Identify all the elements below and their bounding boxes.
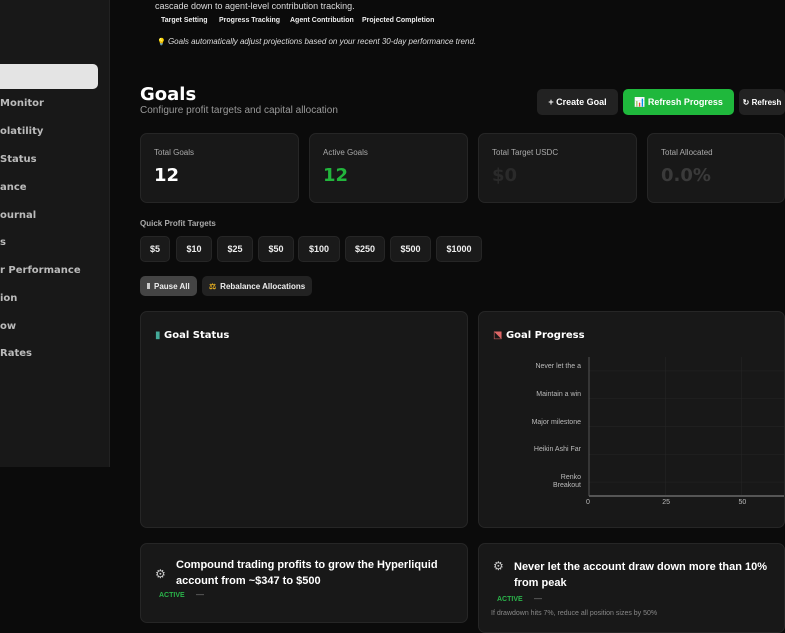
lightbulb-icon: 💡 xyxy=(157,39,166,46)
sidebar-item[interactable]: s xyxy=(0,237,6,248)
tip-text: 💡 Goals automatically adjust projections… xyxy=(157,37,476,46)
stat-card-total-target: Total Target USDC $0 xyxy=(478,133,637,203)
status-badge: ACTIVE xyxy=(159,592,185,599)
stat-value: 12 xyxy=(323,165,349,186)
gear-icon: ⚙ xyxy=(493,559,504,573)
x-tick-label: 25 xyxy=(662,499,671,506)
feature-chip: Agent Contribution xyxy=(290,17,354,24)
tip-label: Goals automatically adjust projections b… xyxy=(167,37,477,46)
stat-label: Total Allocated xyxy=(661,148,713,157)
stat-value: $0 xyxy=(492,165,518,186)
rebalance-label: Rebalance Allocations xyxy=(220,281,306,291)
goal-title: Never let the account draw down more tha… xyxy=(514,561,768,589)
pause-label: Pause All xyxy=(154,281,190,291)
sidebar-item[interactable]: r Performance xyxy=(0,265,81,276)
goal-progress-title: ⬔ Goal Progress xyxy=(493,330,585,341)
goal-status-card: ▮ Goal Status xyxy=(140,311,468,528)
create-goal-button[interactable]: + Create Goal xyxy=(537,89,618,115)
chart-increasing-icon: ⬔ xyxy=(493,330,503,341)
goal-progress-chart xyxy=(588,357,784,497)
stat-value: 12 xyxy=(154,165,180,186)
stat-value: 0.0% xyxy=(661,165,711,186)
stat-label: Total Target USDC xyxy=(492,148,559,157)
sidebar-item[interactable]: ow xyxy=(0,321,17,332)
sidebar-item[interactable]: Rates xyxy=(0,348,32,359)
bar-chart-icon: ▮ xyxy=(155,330,161,341)
goal-status-title: ▮ Goal Status xyxy=(155,330,230,341)
goal-card[interactable]: ⚙ Never let the account draw down more t… xyxy=(478,543,785,633)
goal-extra: — xyxy=(196,590,204,599)
feature-chip: Target Setting xyxy=(161,17,208,24)
sidebar-item[interactable]: ance xyxy=(0,182,27,193)
goal-title: Compound trading profits to grow the Hyp… xyxy=(176,559,438,587)
goal-card[interactable]: ⚙ Compound trading profits to grow the H… xyxy=(140,543,468,623)
intro-text: cascade down to agent-level contribution… xyxy=(155,1,355,11)
y-tick-label: Never let the a xyxy=(535,362,581,370)
pause-all-button[interactable]: Pause All xyxy=(140,276,197,296)
goal-progress-card: ⬔ Goal Progress Never let the a Maintain … xyxy=(478,311,785,528)
x-tick-label: 0 xyxy=(586,499,590,506)
quick-target-button[interactable]: $1000 xyxy=(436,236,482,262)
goal-description: If drawdown hits 7%, reduce all position… xyxy=(491,610,658,617)
quick-target-button[interactable]: $10 xyxy=(176,236,212,262)
sidebar-item[interactable]: Status xyxy=(0,154,37,165)
y-tick-label: Maintain a win xyxy=(536,390,581,398)
sidebar-item[interactable]: ion xyxy=(0,293,18,304)
quick-target-button[interactable]: $50 xyxy=(258,236,294,262)
quick-target-button[interactable]: $25 xyxy=(217,236,253,262)
quick-target-button[interactable]: $100 xyxy=(298,236,340,262)
y-tick-label: Renko Breakout xyxy=(552,474,581,490)
sidebar-item[interactable]: ournal xyxy=(0,210,37,221)
sidebar-item[interactable]: olatility xyxy=(0,126,44,137)
x-tick-label: 50 xyxy=(738,499,747,506)
stat-card-active-goals: Active Goals 12 xyxy=(309,133,468,203)
stat-label: Total Goals xyxy=(154,148,195,157)
sidebar-item-active[interactable] xyxy=(0,64,98,89)
stat-label: Active Goals xyxy=(323,148,368,157)
page-title: Goals xyxy=(140,84,197,105)
stat-card-total-allocated: Total Allocated 0.0% xyxy=(647,133,785,203)
feature-chip: Projected Completion xyxy=(362,17,435,24)
quick-target-button[interactable]: $250 xyxy=(345,236,385,262)
balance-icon: ⚖ xyxy=(209,281,217,291)
quick-target-button[interactable]: $5 xyxy=(140,236,170,262)
y-tick-label: Major milestone xyxy=(531,418,581,426)
quick-targets-label: Quick Profit Targets xyxy=(140,219,216,228)
sidebar-item[interactable]: Monitor xyxy=(0,98,44,109)
stat-card-total-goals: Total Goals 12 xyxy=(140,133,299,203)
rebalance-button[interactable]: ⚖ Rebalance Allocations xyxy=(202,276,313,296)
pause-icon xyxy=(147,283,150,289)
sidebar: Monitor olatility Status ance ournal s r… xyxy=(0,0,110,467)
quick-target-button[interactable]: $500 xyxy=(390,236,431,262)
refresh-progress-button[interactable]: 📊 Refresh Progress xyxy=(623,89,734,115)
feature-chip: Progress Tracking xyxy=(219,17,281,24)
y-tick-label: Heikin Ashi Far xyxy=(533,446,581,454)
goal-extra: — xyxy=(534,594,542,603)
refresh-button[interactable]: ↻ Refresh xyxy=(739,89,785,115)
page-subtitle: Configure profit targets and capital all… xyxy=(140,105,338,116)
gear-icon: ⚙ xyxy=(155,567,166,581)
